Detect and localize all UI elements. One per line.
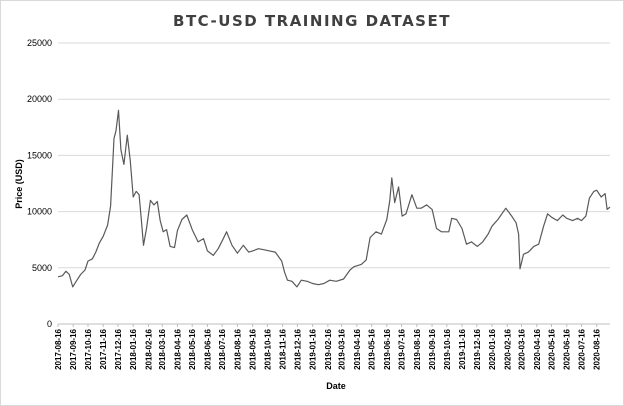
x-tick-labels: 2017-08-16 2017-09-16 2017-10-16 2017-11-16… [54,324,602,370]
x-tick-label: 2018-06-16 [203,328,212,369]
x-tick-label: 2018-03-16 [158,328,167,369]
y-axis-title: Price (USD) [14,159,24,209]
x-tick-label: 2020-03-16 [518,328,527,369]
x-tick-label: 2019-04-16 [353,328,362,369]
y-gridlines [58,42,610,269]
x-tick-label: 2020-06-16 [563,328,572,369]
x-tick-label: 2018-01-16 [129,328,138,369]
y-tick-label: 10000 [27,207,52,217]
x-tick-label: 2018-09-16 [249,328,258,369]
x-tick-label: 2020-07-16 [577,328,586,369]
y-tick-label: 15000 [27,150,52,160]
y-tick-labels: 0 5000 10000 15000 20000 25000 [27,38,52,329]
x-tick-label: 2018-05-16 [188,328,197,369]
x-tick-label: 2017-11-16 [99,328,108,369]
x-tick-label: 2019-05-16 [368,328,377,369]
x-tick-label: 2019-10-16 [443,328,452,369]
chart-title: BTC-USD TRAINING DATASET [173,12,451,30]
x-tick-label: 2020-04-16 [533,328,542,369]
x-tick-label: 2018-07-16 [218,328,227,369]
y-tick-label: 20000 [27,94,52,104]
x-tick-label: 2019-01-16 [309,328,318,369]
x-tick-label: 2017-12-16 [114,328,123,369]
y-tick-label: 5000 [32,263,52,273]
x-tick-label: 2018-04-16 [173,328,182,369]
x-tick-label: 2017-10-16 [84,328,93,369]
x-tick-label: 2020-01-16 [488,328,497,369]
x-tick-label: 2019-02-16 [324,328,333,369]
x-tick-label: 2019-09-16 [428,328,437,369]
x-tick-label: 2017-09-16 [69,328,78,369]
x-tick-label: 2019-12-16 [473,328,482,369]
x-tick-label: 2020-05-16 [548,328,557,369]
x-tick-label: 2019-08-16 [413,328,422,369]
x-tick-label: 2020-02-16 [503,328,512,369]
x-tick-label: 2019-11-16 [458,328,467,369]
x-tick-label: 2018-08-16 [233,328,242,369]
x-tick-label: 2019-06-16 [383,328,392,369]
x-axis-title: Date [326,381,346,391]
y-tick-label: 25000 [27,38,52,48]
x-tick-label: 2018-12-16 [293,328,302,369]
x-tick-label: 2018-02-16 [144,328,153,369]
x-tick-label: 2017-08-16 [54,328,63,369]
x-tick-label: 2018-10-16 [263,328,272,369]
y-tick-label: 0 [47,319,52,329]
x-tick-label: 2019-03-16 [338,328,347,369]
x-tick-label: 2020-08-16 [593,328,602,369]
series-line-price [57,109,611,288]
x-tick-label: 2019-07-16 [398,328,407,369]
x-tick-label: 2018-11-16 [279,328,288,369]
